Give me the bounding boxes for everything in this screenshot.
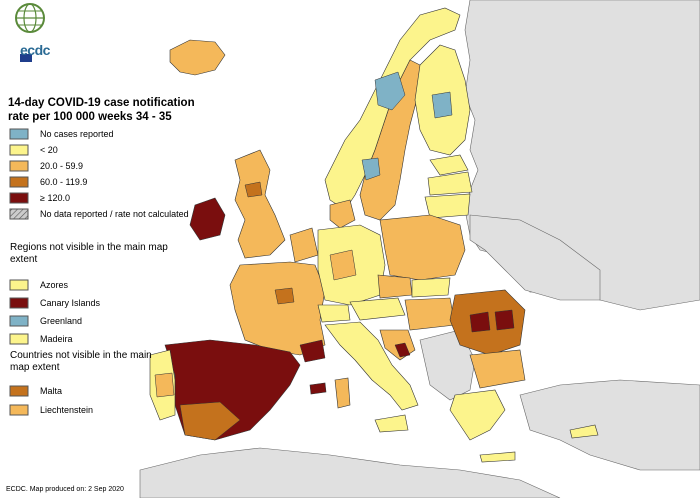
iceland bbox=[169, 39, 226, 76]
region-label: Madeira bbox=[40, 334, 73, 344]
sardinia bbox=[334, 377, 351, 409]
eu-flag-icon bbox=[20, 54, 32, 62]
balearic bbox=[309, 382, 327, 395]
spain-region-andalusia bbox=[179, 401, 241, 441]
legend-swatch-60-119 bbox=[9, 176, 29, 188]
non-eu-turkey bbox=[519, 379, 700, 471]
lithuania bbox=[424, 193, 471, 219]
romania-region-dark-2 bbox=[494, 309, 515, 331]
united-kingdom bbox=[234, 149, 286, 259]
countries-section-title: Countries not visible in the main map ex… bbox=[10, 350, 152, 373]
portugal-region bbox=[154, 372, 175, 398]
france-region-dark bbox=[274, 287, 295, 305]
country-label: Malta bbox=[40, 386, 63, 396]
ecdc-logo-text: ecdc bbox=[20, 42, 50, 58]
crete bbox=[479, 451, 516, 463]
country-swatch-malta bbox=[9, 385, 29, 397]
croatia-region-dark bbox=[394, 342, 411, 358]
legend-label: 60.0 - 119.9 bbox=[40, 177, 88, 187]
legend-swatch-no-data bbox=[9, 208, 29, 220]
switzerland bbox=[317, 304, 351, 323]
legend-swatch-lt20 bbox=[9, 144, 29, 156]
germany-region bbox=[329, 249, 357, 281]
france bbox=[229, 261, 326, 356]
france-region-paca bbox=[299, 339, 326, 363]
cyprus bbox=[569, 424, 599, 439]
legend-swatch-no-cases bbox=[9, 128, 29, 140]
hungary bbox=[404, 297, 456, 331]
sicily bbox=[374, 414, 409, 433]
legend-swatch-20-59 bbox=[9, 160, 29, 172]
sweden-region-blue-2 bbox=[361, 157, 381, 181]
legend-label: No data reported / rate not calculated bbox=[40, 209, 189, 219]
region-swatch-greenland bbox=[9, 315, 29, 327]
bulgaria bbox=[469, 349, 526, 389]
latvia bbox=[427, 171, 473, 196]
uk-region-dark bbox=[244, 181, 263, 198]
country-swatch-liechtenstein bbox=[9, 404, 29, 416]
italy bbox=[324, 321, 419, 411]
legend-label: ≥ 120.0 bbox=[40, 193, 70, 203]
czechia bbox=[377, 274, 413, 299]
denmark bbox=[329, 199, 356, 229]
austria bbox=[349, 297, 406, 321]
legend-label: 20.0 - 59.9 bbox=[40, 161, 84, 171]
region-label: Azores bbox=[40, 280, 69, 290]
poland bbox=[379, 214, 466, 281]
sweden bbox=[359, 59, 421, 221]
romania-region-dark bbox=[469, 311, 491, 333]
globe-icon bbox=[15, 3, 45, 33]
finland-region-blue bbox=[431, 91, 453, 119]
netherlands-belgium bbox=[289, 227, 319, 263]
ireland bbox=[189, 197, 226, 241]
region-swatch-azores bbox=[9, 279, 29, 291]
non-eu-north-africa bbox=[139, 447, 561, 498]
legend-label: < 20 bbox=[40, 145, 58, 155]
map-footer: ECDC. Map produced on: 2 Sep 2020 bbox=[6, 486, 124, 493]
estonia bbox=[429, 154, 469, 176]
regions-section-title: Regions not visible in the main map exte… bbox=[10, 242, 168, 265]
region-swatch-madeira bbox=[9, 333, 29, 345]
slovakia bbox=[411, 277, 451, 298]
non-eu-ukraine-belarus bbox=[469, 214, 601, 301]
region-label: Canary Islands bbox=[40, 298, 101, 308]
region-swatch-canary bbox=[9, 297, 29, 309]
region-label: Greenland bbox=[40, 316, 83, 326]
greece bbox=[449, 389, 506, 441]
country-label: Liechtenstein bbox=[40, 405, 94, 415]
legend-label: No cases reported bbox=[40, 129, 114, 139]
legend-swatch-ge120 bbox=[9, 192, 29, 204]
map-title: 14-day COVID-19 case notification rate p… bbox=[8, 97, 195, 123]
sweden-region-blue bbox=[374, 71, 406, 111]
